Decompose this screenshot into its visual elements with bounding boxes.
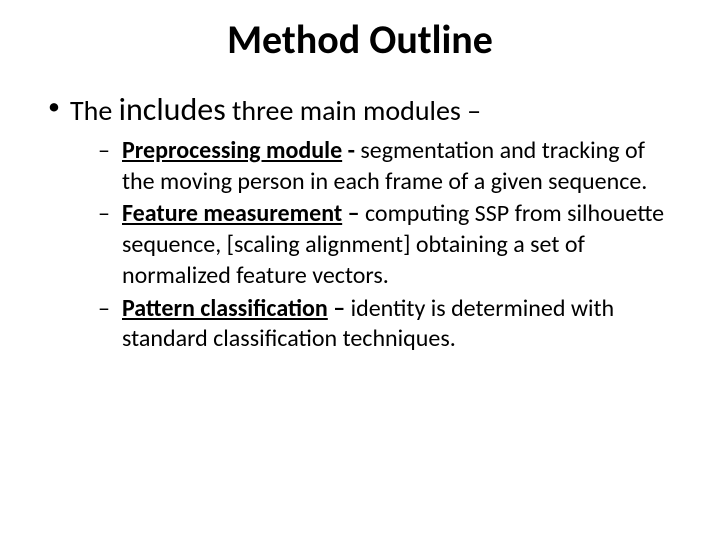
intro-lead: The	[70, 93, 119, 128]
module-label: Preprocessing module	[122, 136, 342, 165]
module-label: Pattern classification	[122, 294, 328, 323]
module-sep: -	[342, 136, 360, 165]
intro-emphasis: includes	[119, 90, 226, 129]
intro-trail: three main modules –	[226, 93, 481, 128]
module-sep: –	[328, 294, 351, 323]
module-item-preprocessing: Preprocessing module - segmentation and …	[98, 136, 680, 197]
module-sep: –	[342, 199, 365, 228]
slide: Method Outline The includes three main m…	[0, 0, 720, 540]
slide-title: Method Outline	[40, 18, 680, 62]
intro-bullet: The includes three main modules – Prepro…	[46, 90, 680, 355]
module-label: Feature measurement	[122, 199, 342, 228]
module-item-pattern: Pattern classification – identity is det…	[98, 294, 680, 355]
bullet-list-level2: Preprocessing module - segmentation and …	[70, 136, 680, 355]
bullet-list-level1: The includes three main modules – Prepro…	[40, 90, 680, 355]
module-item-feature: Feature measurement – computing SSP from…	[98, 199, 680, 291]
